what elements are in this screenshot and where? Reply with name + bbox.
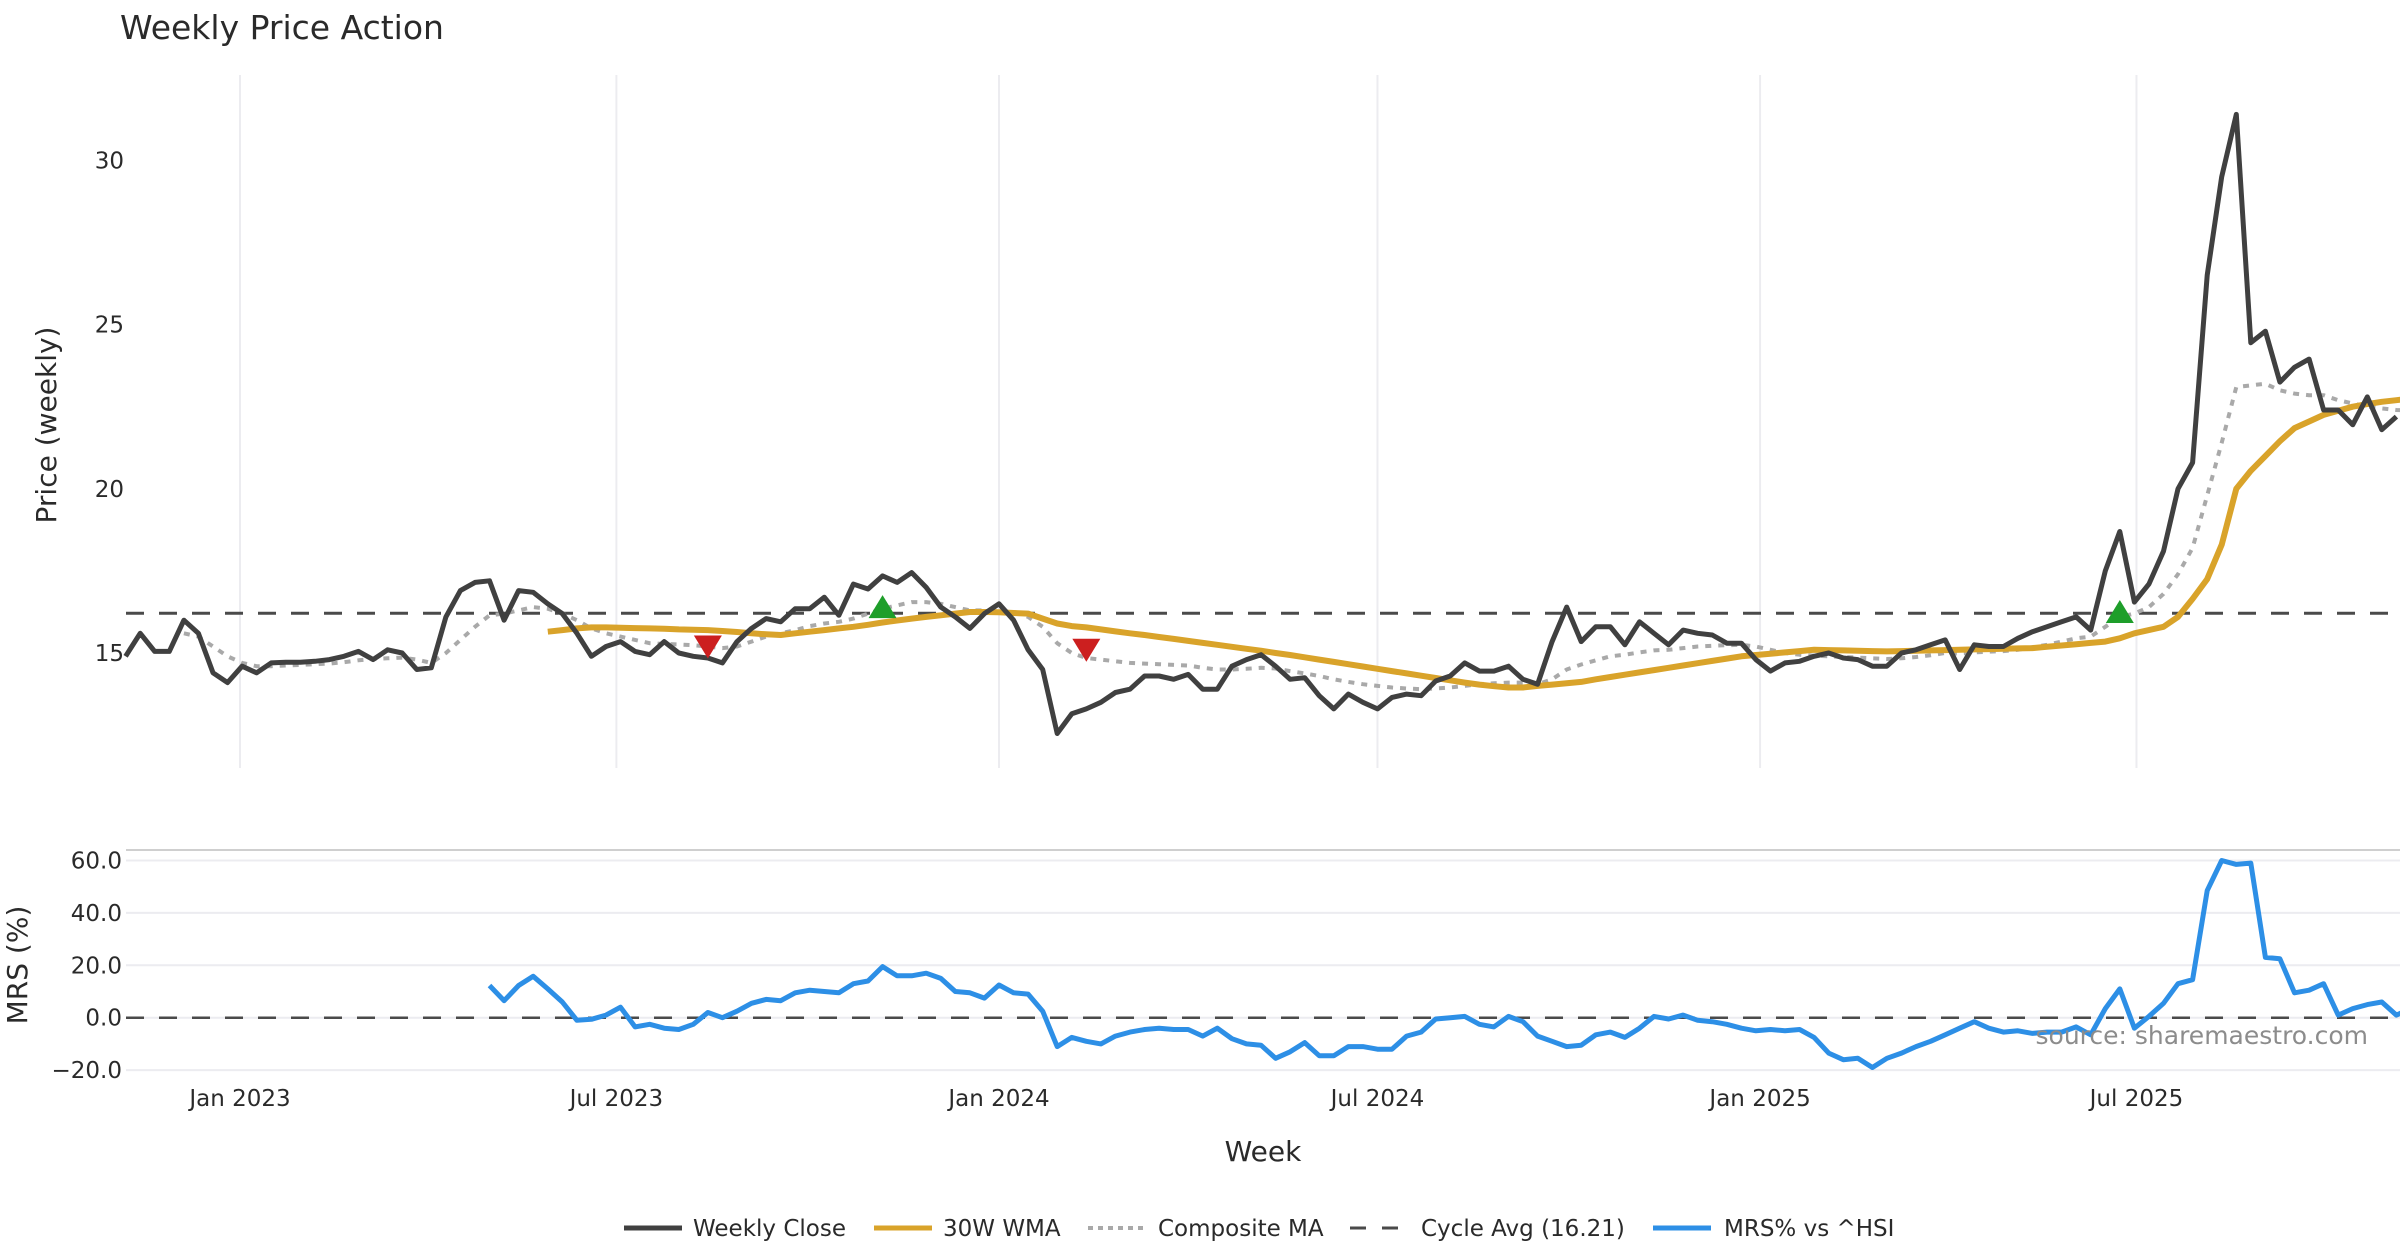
sell-signal-marker xyxy=(1072,638,1101,662)
mrs-y-tick-label: −20.0 xyxy=(52,1058,122,1084)
x-tick-label: Jan 2024 xyxy=(946,1086,1049,1112)
price-y-tick-label: 20 xyxy=(95,477,124,503)
price-panel: 15 20 25 30 Price (weekly) xyxy=(30,75,2400,768)
source-note: source: sharemaestro.com xyxy=(2036,1021,2369,1050)
price-y-tick-label: 25 xyxy=(95,313,124,339)
x-tick-label: Jul 2023 xyxy=(568,1086,664,1112)
mrs-y-axis-title: MRS (%) xyxy=(1,906,34,1025)
mrs-series xyxy=(487,858,2400,1070)
legend-item-weekly-close[interactable]: Weekly Close xyxy=(624,1216,846,1242)
buy-signal-marker xyxy=(2105,599,2134,623)
signal-markers xyxy=(693,595,2134,662)
series-line-mrs xyxy=(487,858,2400,1070)
mrs-panel: 60.0 40.0 20.0 0.0 −20.0 MRS (%) source: sha… xyxy=(1,848,2400,1168)
legend-label-weekly-close: Weekly Close xyxy=(693,1216,846,1242)
price-x-gridlines xyxy=(239,75,2138,768)
legend-item-mrs[interactable]: MRS% vs ^HSI xyxy=(1653,1216,1894,1242)
x-tick-label: Jan 2023 xyxy=(187,1086,290,1112)
price-y-axis-title: Price (weekly) xyxy=(30,327,63,524)
legend-item-composite-ma[interactable]: Composite MA xyxy=(1088,1216,1324,1242)
legend-item-30w-wma[interactable]: 30W WMA xyxy=(874,1216,1061,1242)
legend-item-cycle-avg[interactable]: Cycle Avg (16.21) xyxy=(1350,1216,1625,1242)
mrs-y-tick-label: 40.0 xyxy=(71,901,122,927)
legend: Weekly Close 30W WMA Composite MA Cycle … xyxy=(624,1216,1894,1242)
x-tick-label: Jan 2025 xyxy=(1707,1086,1810,1112)
series-line-composite-ma xyxy=(183,381,2400,692)
mrs-y-tick-label: 60.0 xyxy=(71,848,122,874)
x-axis-ticks: Jan 2023 Jul 2023 Jan 2024 Jul 2024 Jan 2025… xyxy=(187,1086,2183,1112)
buy-signal-marker xyxy=(868,595,897,619)
legend-label-30w-wma: 30W WMA xyxy=(943,1216,1061,1242)
sell-signal-marker xyxy=(693,635,722,659)
legend-label-cycle-avg: Cycle Avg (16.21) xyxy=(1421,1216,1625,1242)
series-line-weekly-close xyxy=(123,111,2399,736)
price-y-ticks: 15 20 25 30 xyxy=(95,148,124,667)
series-line-30w-wma xyxy=(547,396,2400,691)
x-tick-label: Jul 2025 xyxy=(2088,1086,2184,1112)
price-series xyxy=(123,111,2400,736)
legend-label-mrs: MRS% vs ^HSI xyxy=(1724,1216,1894,1242)
mrs-y-tick-label: 20.0 xyxy=(71,953,122,979)
mrs-y-tick-label: 0.0 xyxy=(85,1006,122,1032)
chart-title: Weekly Price Action xyxy=(120,8,444,47)
price-y-tick-label: 15 xyxy=(95,641,124,667)
x-axis-title: Week xyxy=(1225,1135,1302,1168)
price-y-tick-label: 30 xyxy=(95,148,124,174)
x-tick-label: Jul 2024 xyxy=(1329,1086,1425,1112)
legend-label-composite-ma: Composite MA xyxy=(1158,1216,1324,1242)
